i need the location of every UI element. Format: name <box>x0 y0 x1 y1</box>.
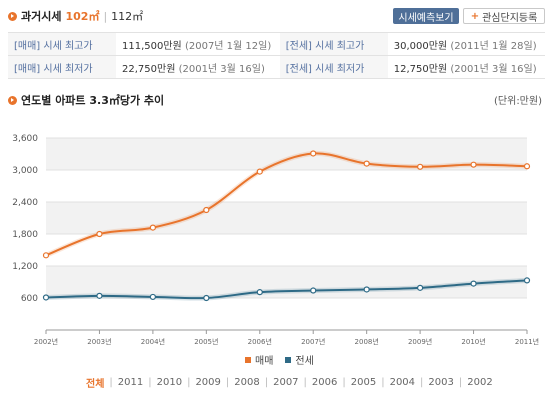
year-filter-item[interactable]: 2008 <box>234 377 260 388</box>
unit-label: (단위:만원) <box>494 96 542 107</box>
x-tick-label: 2010년 <box>461 337 485 346</box>
chart-legend: 매매 전세 <box>245 352 314 367</box>
legend-swatch <box>245 356 251 363</box>
y-tick-label: 1,200 <box>12 262 38 272</box>
data-point <box>310 287 317 294</box>
data-point <box>417 163 424 170</box>
data-point <box>470 161 477 168</box>
series-line-lease <box>45 279 528 300</box>
price-forecast-button[interactable]: 시세예측보기 <box>393 8 459 24</box>
price-label: [전세] 시세 최저가 <box>279 55 388 79</box>
year-filter-item[interactable]: 2005 <box>350 377 377 388</box>
data-point <box>149 293 156 301</box>
data-point <box>96 230 103 238</box>
price-amount: 12,750만원 <box>393 63 448 75</box>
grid-band <box>46 266 527 298</box>
data-point <box>363 160 370 167</box>
year-filter-item[interactable]: 2003 <box>428 377 454 388</box>
add-favorite-button[interactable]: + 관심단지등록 <box>463 8 545 24</box>
x-tick-label: 2011년 <box>515 337 539 346</box>
price-amount: 111,500만원 <box>122 40 182 52</box>
price-label: [매매] 시세 최저가 <box>8 55 116 79</box>
x-tick-label: 2002년 <box>34 337 58 346</box>
legend-swatch <box>285 356 292 363</box>
data-point <box>203 206 210 214</box>
price-value: 30,000만원 (2011년 1월 28일) <box>387 32 545 56</box>
bullet-arrow-icon <box>8 95 17 105</box>
price-label: [전세] 시세 최고가 <box>279 32 388 56</box>
x-tick-label: 2008년 <box>355 337 379 346</box>
table-row: [매매] 시세 최저가 22,750만원 (2001년 3월 16일) [전세]… <box>8 55 545 79</box>
legend-item: 매매 <box>245 352 273 367</box>
legend-label: 전세 <box>295 356 314 367</box>
table-row: [매매] 시세 최고가 111,500만원 (2007년 1월 12일) [전세… <box>8 32 545 56</box>
x-tick-label: 2003년 <box>87 337 111 346</box>
data-point <box>470 280 477 287</box>
year-filter-item[interactable]: 2006 <box>311 377 338 388</box>
price-value: 111,500만원 (2007년 1월 12일) <box>116 32 280 56</box>
data-point <box>363 286 370 293</box>
x-tick-label: 2004년 <box>141 337 165 346</box>
data-point <box>310 150 317 157</box>
year-filter-all[interactable]: 전체 <box>86 379 105 390</box>
past-price-header: 과거시세 102㎡ | 112㎡ <box>8 8 143 24</box>
grid-band <box>46 202 527 234</box>
data-point <box>42 252 50 259</box>
x-tick-label: 2009년 <box>408 337 432 346</box>
plus-icon: + <box>470 10 480 22</box>
price-trend-chart: 3,600 3,000 2,400 1,800 1,200 600 2002년 2003년 20… <box>12 134 539 346</box>
price-date: (2011년 1월 28일) <box>450 40 537 52</box>
series-line-sale <box>45 152 528 257</box>
add-favorite-label: 관심단지등록 <box>482 12 538 24</box>
data-point <box>96 292 103 299</box>
y-tick-label: 3,000 <box>12 166 38 176</box>
year-filter-item[interactable]: 2007 <box>273 377 299 388</box>
x-tick-label: 2006년 <box>248 337 272 346</box>
y-tick-label: 3,600 <box>12 134 38 144</box>
grid-band <box>46 138 527 170</box>
data-point <box>256 289 263 296</box>
section-title-text: 연도별 아파트 3.3㎡당가 추이 <box>21 94 165 107</box>
x-tick-label: 2005년 <box>194 337 218 346</box>
price-amount: 30,000만원 <box>393 40 448 52</box>
price-date: (2007년 1월 12일) <box>184 40 272 52</box>
size-tab-primary[interactable]: 102㎡ <box>65 10 100 23</box>
size-separator: | <box>103 9 108 23</box>
year-filter-nav: 전체 | 2011 | 2010 | 2009 | 2008 | 2007 | … <box>86 377 493 390</box>
price-value: 12,750만원 (2001년 3월 16일) <box>387 55 545 79</box>
year-filter-item[interactable]: 2004 <box>389 377 416 388</box>
x-tick-label: 2007년 <box>301 337 325 346</box>
header-title: 과거시세 <box>21 10 62 23</box>
y-tick-label: 600 <box>21 294 38 304</box>
data-point <box>523 277 531 284</box>
data-point <box>256 168 263 175</box>
year-filter-item[interactable]: 2002 <box>467 377 493 388</box>
price-amount: 22,750만원 <box>122 63 176 75</box>
price-value: 22,750만원 (2001년 3월 16일) <box>116 55 280 79</box>
data-point <box>149 224 156 231</box>
data-point <box>203 294 210 302</box>
data-point <box>42 294 50 301</box>
year-filter-item[interactable]: 2011 <box>117 377 144 388</box>
year-filter-item[interactable]: 2009 <box>195 377 221 388</box>
data-point <box>523 163 531 170</box>
y-tick-label: 1,800 <box>12 230 38 240</box>
year-filter-item[interactable]: 2010 <box>156 377 183 388</box>
legend-label: 매매 <box>255 356 274 367</box>
section-title: 연도별 아파트 3.3㎡당가 추이 <box>8 92 164 108</box>
bullet-arrow-icon <box>8 11 17 21</box>
price-date: (2001년 3월 16일) <box>450 63 537 75</box>
price-summary-table: [매매] 시세 최고가 111,500만원 (2007년 1월 12일) [전세… <box>8 32 545 79</box>
price-label: [매매] 시세 최고가 <box>8 32 116 56</box>
size-tab-secondary[interactable]: 112㎡ <box>111 10 144 23</box>
y-tick-label: 2,400 <box>12 198 38 208</box>
price-date: (2001년 3월 16일) <box>178 63 265 75</box>
legend-item: 전세 <box>285 352 314 367</box>
data-point <box>417 284 424 291</box>
